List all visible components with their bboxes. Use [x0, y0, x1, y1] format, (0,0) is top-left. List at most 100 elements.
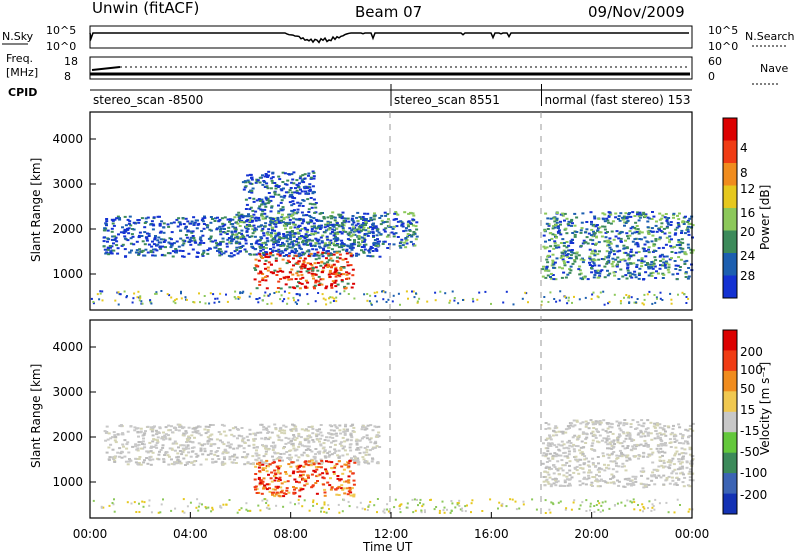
echo-cell [304, 279, 308, 282]
echo-cell [296, 459, 300, 462]
echo-cell [151, 434, 155, 437]
echo-cell [356, 459, 360, 462]
echo-cell [285, 451, 289, 453]
echo-cell [555, 467, 558, 470]
ground-scatter-cell [323, 503, 326, 506]
echo-cell [364, 224, 368, 226]
echo-cell [306, 435, 310, 438]
echo-cell [330, 453, 334, 456]
echo-cell [570, 218, 574, 221]
echo-cell [555, 217, 559, 220]
echo-cell [371, 250, 375, 252]
echo-cell [291, 200, 295, 203]
y-tick-label: 1000 [52, 475, 83, 489]
echo-cell [129, 224, 133, 227]
echo-cell [548, 239, 551, 242]
echo-cell [317, 462, 321, 465]
echo-cell [634, 228, 638, 231]
echo-cell [265, 287, 269, 290]
echo-cell [603, 469, 607, 472]
echo-cell [405, 227, 408, 230]
ground-scatter-cell [456, 503, 459, 506]
ground-scatter-cell [181, 510, 184, 513]
echo-cell [659, 476, 663, 479]
echo-cell [221, 452, 225, 455]
echo-cell [624, 469, 628, 472]
echo-cell [399, 246, 403, 249]
echo-cell [287, 254, 291, 257]
echo-cell [278, 267, 282, 270]
echo-cell [305, 241, 309, 244]
echo-cell [140, 217, 144, 220]
echo-cell [292, 428, 296, 431]
echo-cell [282, 447, 285, 450]
echo-cell [650, 261, 654, 263]
echo-cell [149, 223, 153, 226]
echo-cell [669, 224, 673, 226]
echo-cell [261, 279, 265, 282]
echo-cell [255, 492, 259, 494]
echo-cell [128, 251, 132, 254]
echo-cell [567, 447, 571, 450]
echo-cell [589, 234, 593, 237]
echo-cell [167, 463, 171, 466]
echo-cell [656, 437, 660, 440]
echo-cell [363, 461, 367, 464]
echo-cell [347, 463, 351, 466]
echo-cell [610, 426, 614, 429]
echo-cell [644, 442, 648, 445]
echo-cell [621, 462, 625, 465]
echo-cell [571, 425, 575, 428]
echo-cell [163, 434, 167, 437]
echo-cell [400, 221, 404, 224]
echo-cell [242, 451, 246, 453]
echo-cell [307, 441, 311, 444]
echo-cell [328, 224, 331, 226]
echo-cell [113, 218, 117, 221]
ground-scatter-cell [670, 298, 673, 301]
echo-cell [330, 266, 333, 269]
echo-cell [298, 229, 302, 232]
echo-cell [261, 202, 265, 205]
echo-cell [220, 441, 224, 444]
ground-scatter-cell [572, 501, 575, 504]
echo-cell [660, 253, 664, 256]
echo-cell [622, 244, 626, 247]
echo-cell [610, 447, 614, 450]
echo-cell [126, 463, 130, 466]
echo-cell [262, 487, 266, 490]
echo-cell [206, 226, 209, 229]
echo-cell [567, 224, 571, 227]
echo-cell [264, 243, 268, 246]
echo-cell [368, 438, 372, 441]
echo-cell [325, 244, 329, 247]
echo-cell [639, 238, 643, 241]
echo-cell [633, 227, 637, 229]
echo-cell [282, 255, 286, 257]
ground-scatter-cell [297, 498, 300, 501]
echo-cell [563, 455, 567, 458]
echo-cell [274, 249, 278, 252]
echo-cell [199, 236, 203, 239]
echo-cell [322, 216, 326, 219]
echo-cell [167, 241, 171, 244]
echo-cell [243, 237, 247, 240]
echo-cell [211, 461, 215, 464]
echo-cell [309, 177, 313, 180]
ground-scatter-cell [411, 290, 413, 293]
echo-cell [131, 228, 134, 230]
echo-cell [279, 237, 283, 240]
echo-cell [350, 286, 354, 289]
echo-cell [636, 421, 640, 424]
echo-cell [607, 467, 611, 470]
colorbar-frame [722, 117, 738, 299]
echo-cell [672, 463, 676, 466]
echo-cell [554, 278, 558, 281]
echo-cell [591, 457, 595, 460]
echo-cell [392, 218, 396, 221]
echo-cell [313, 245, 317, 247]
echo-cell [644, 264, 648, 266]
echo-cell [233, 236, 237, 239]
echo-cell [378, 217, 382, 219]
echo-cell [562, 271, 566, 274]
